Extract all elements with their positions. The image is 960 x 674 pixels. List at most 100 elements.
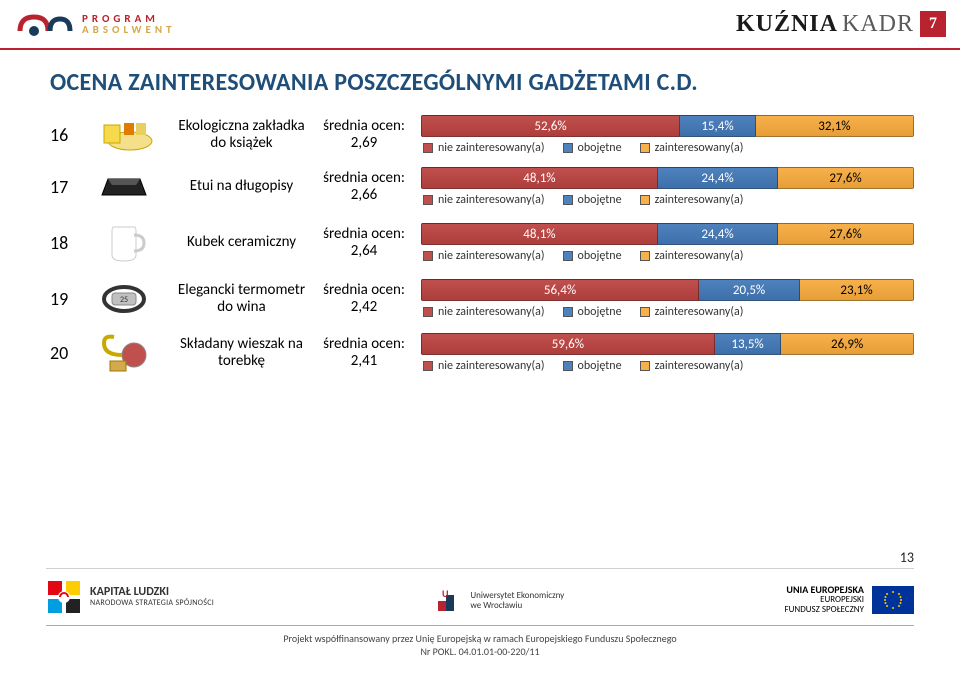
gadget-thumbnail: 25: [84, 279, 164, 319]
bar-segment: 15,4%: [680, 115, 756, 137]
bar-segment: 32,1%: [756, 115, 914, 137]
eu-flag-icon: [872, 586, 914, 614]
bar-segment: 27,6%: [778, 167, 914, 189]
legend-label: zainteresowany(a): [655, 193, 744, 207]
bar-segment: 24,4%: [658, 223, 778, 245]
footer-logo-eu: UNIA EUROPEJSKA EUROPEJSKI FUNDUSZ SPOŁE…: [784, 584, 914, 615]
stacked-bar: 52,6%15,4%32,1%: [421, 115, 914, 137]
bar-segment: 13,5%: [715, 333, 782, 355]
legend-swatch: [640, 361, 650, 371]
legend-item: nie zainteresowany(a): [423, 305, 545, 319]
legend-label: nie zainteresowany(a): [438, 193, 545, 207]
legend-item: obojętne: [563, 141, 622, 155]
legend-item: zainteresowany(a): [640, 249, 744, 263]
footer-note: Projekt współfinansowany przez Unię Euro…: [46, 632, 914, 658]
legend-swatch: [423, 195, 433, 205]
score-text: średnia ocen:2,41: [319, 336, 409, 371]
stacked-bar: 59,6%13,5%26,9%: [421, 333, 914, 355]
legend-swatch: [423, 361, 433, 371]
bar-segment: 48,1%: [421, 167, 658, 189]
program-logo-icon: [14, 9, 74, 39]
rank-number: 16: [46, 124, 84, 146]
legend-item: nie zainteresowany(a): [423, 249, 545, 263]
legend-item: nie zainteresowany(a): [423, 141, 545, 155]
svg-text:U: U: [442, 587, 449, 600]
gadget-thumbnail: [84, 219, 164, 267]
gadget-name: Elegancki termometr do wina: [164, 282, 319, 317]
gadget-name: Składany wieszak na torebkę: [164, 336, 319, 371]
gadget-row: 1925Elegancki termometr do winaśrednia o…: [46, 279, 914, 319]
legend-label: nie zainteresowany(a): [438, 141, 545, 155]
chart-legend: nie zainteresowany(a) obojętne zainteresow…: [421, 141, 914, 155]
legend-label: nie zainteresowany(a): [438, 249, 545, 263]
legend-label: nie zainteresowany(a): [438, 359, 545, 373]
stacked-bar: 48,1%24,4%27,6%: [421, 223, 914, 245]
rank-number: 19: [46, 288, 84, 310]
score-text: średnia ocen:2,64: [319, 226, 409, 261]
bar-segment: 56,4%: [421, 279, 699, 301]
header: PROGRAM ABSOLWENT KUŹNIA KADR 7: [0, 0, 960, 48]
legend-swatch: [423, 307, 433, 317]
legend-item: obojętne: [563, 193, 622, 207]
brand-light: KADR: [842, 11, 914, 37]
rank-number: 17: [46, 176, 84, 198]
legend-item: zainteresowany(a): [640, 359, 744, 373]
gadget-name: Ekologiczna zakładka do książek: [164, 118, 319, 153]
footer-rule: [46, 625, 914, 626]
gadget-row: 18Kubek ceramicznyśrednia ocen:2,6448,1%…: [46, 219, 914, 267]
legend-label: obojętne: [578, 359, 622, 373]
legend-item: zainteresowany(a): [640, 141, 744, 155]
legend-item: obojętne: [563, 249, 622, 263]
legend-swatch: [563, 361, 573, 371]
logo-text-bottom: ABSOLWENT: [82, 24, 176, 35]
svg-text:25: 25: [120, 295, 128, 305]
rank-number: 20: [46, 342, 84, 364]
chart-cell: 52,6%15,4%32,1% nie zainteresowany(a) oboj…: [409, 115, 914, 155]
legend-swatch: [563, 143, 573, 153]
bar-segment: 24,4%: [658, 167, 778, 189]
footer-note-2: Nr POKL. 04.01.01-00-220/11: [46, 645, 914, 658]
gadget-name: Kubek ceramiczny: [164, 234, 319, 251]
legend-swatch: [563, 307, 573, 317]
legend-label: obojętne: [578, 249, 622, 263]
legend-label: zainteresowany(a): [655, 249, 744, 263]
ue-sub: we Wrocławiu: [470, 601, 564, 611]
legend-swatch: [640, 143, 650, 153]
gadget-row: 17Etui na długopisyśrednia ocen:2,6648,1…: [46, 167, 914, 207]
chart-cell: 56,4%20,5%23,1%nie zainteresowany(a)oboj…: [409, 279, 914, 319]
gadget-name: Etui na długopisy: [164, 178, 319, 195]
kl-sub: NARODOWA STRATEGIA SPÓJNOŚCI: [90, 599, 214, 608]
chart-cell: 48,1%24,4%27,6% nie zainteresowany(a) oboj…: [409, 167, 914, 207]
eu-line3: FUNDUSZ SPOŁECZNY: [784, 605, 864, 615]
legend-item: obojętne: [563, 305, 622, 319]
chart-legend: nie zainteresowany(a) obojętne zainteresow…: [421, 193, 914, 207]
chart-legend: nie zainteresowany(a) obojętne zainteresow…: [421, 249, 914, 263]
legend-label: zainteresowany(a): [655, 359, 744, 373]
legend-label: zainteresowany(a): [655, 141, 744, 155]
legend-label: obojętne: [578, 305, 622, 319]
footer-logo-kl: KAPITAŁ LUDZKI NARODOWA STRATEGIA SPÓJNO…: [46, 579, 214, 615]
brand-bold: KUŹNIA: [736, 11, 838, 37]
page-title: OCENA ZAINTERESOWANIA POSZCZEGÓLNYMI GAD…: [0, 68, 960, 115]
score-text: średnia ocen:2,69: [319, 118, 409, 153]
header-rule: [0, 48, 960, 50]
bar-segment: 59,6%: [421, 333, 715, 355]
rows-container: 16Ekologiczna zakładka do książekśrednia…: [0, 115, 960, 375]
legend-label: obojętne: [578, 193, 622, 207]
gadget-thumbnail: [84, 167, 164, 207]
legend-swatch: [563, 251, 573, 261]
legend-label: nie zainteresowany(a): [438, 305, 545, 319]
gadget-row: 16 Ekologiczna zakładka do książekśrednia…: [46, 115, 914, 155]
stacked-bar: 48,1%24,4%27,6%: [421, 167, 914, 189]
gadget-thumbnail: [84, 115, 164, 155]
bar-segment: 27,6%: [778, 223, 914, 245]
legend-swatch: [640, 307, 650, 317]
score-text: średnia ocen:2,66: [319, 170, 409, 205]
legend-item: nie zainteresowany(a): [423, 193, 545, 207]
bar-segment: 23,1%: [800, 279, 914, 301]
ue-icon: U: [434, 587, 462, 615]
bar-segment: 26,9%: [781, 333, 914, 355]
legend-swatch: [563, 195, 573, 205]
legend-item: zainteresowany(a): [640, 305, 744, 319]
legend-swatch: [423, 251, 433, 261]
